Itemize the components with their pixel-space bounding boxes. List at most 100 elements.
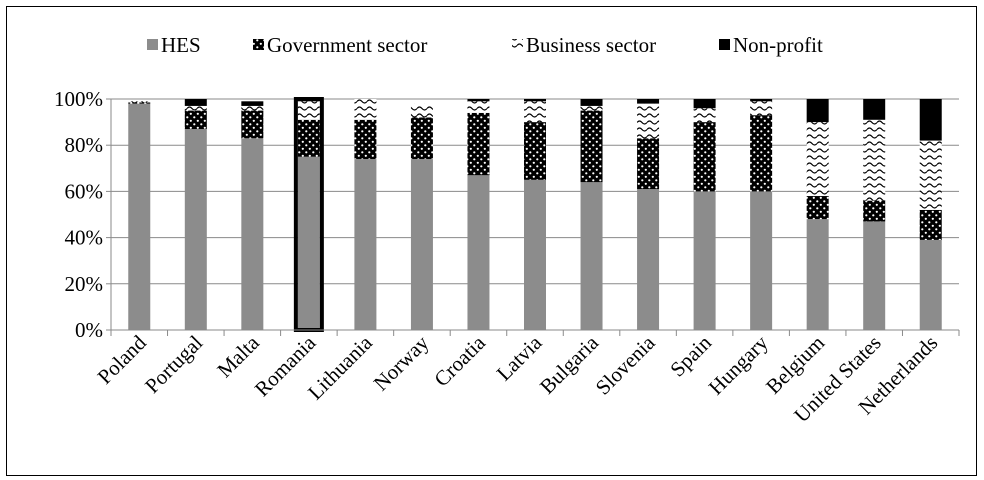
bar-segment-hes <box>693 191 716 330</box>
bar-segment-hes <box>297 156 320 330</box>
bar-segment-government-sector <box>637 138 660 190</box>
bar-segment-non-profit <box>863 99 886 120</box>
x-tick-label-norway: Norway <box>369 330 434 395</box>
bar-segment-hes <box>241 138 264 330</box>
y-tick-label: 60% <box>65 179 104 203</box>
bar-segment-government-sector <box>297 119 320 157</box>
y-tick-label: 100% <box>54 87 103 111</box>
bar-group-belgium <box>806 99 829 330</box>
bar-segment-non-profit <box>184 99 207 106</box>
x-tick-label-portugal: Portugal <box>140 330 207 397</box>
bar-segment-government-sector <box>750 115 773 192</box>
bar-group-slovenia <box>637 99 660 330</box>
bar-segment-business-sector <box>750 101 773 116</box>
x-tick-label-malta: Malta <box>212 330 264 382</box>
bar-group-netherlands <box>919 99 942 330</box>
bar-segment-hes <box>128 103 151 331</box>
bar-segment-government-sector <box>524 122 546 180</box>
bar-segment-non-profit <box>524 99 546 102</box>
y-tick-label: 0% <box>75 318 103 342</box>
bar-segment-hes <box>354 159 377 330</box>
bar-segment-non-profit <box>637 99 660 104</box>
bar-segment-hes <box>637 189 660 330</box>
bar-segment-business-sector <box>241 105 264 111</box>
legend-swatch <box>147 39 158 50</box>
y-tick-label: 40% <box>65 226 104 250</box>
y-tick-label: 20% <box>65 272 104 296</box>
legend: HES Government sector Business sector Non-p… <box>147 33 823 57</box>
x-tick-label-slovenia: Slovenia <box>591 330 660 399</box>
bar-group-bulgaria <box>580 99 603 330</box>
bar-segment-business-sector <box>693 108 716 123</box>
bar-segment-business-sector <box>637 103 660 139</box>
bar-group-portugal <box>184 99 207 330</box>
bar-segment-non-profit <box>241 101 264 106</box>
legend-label: Non-profit <box>733 33 823 57</box>
bar-segment-hes <box>524 179 546 330</box>
x-tick-label-croatia: Croatia <box>429 330 490 391</box>
bar-group-romania <box>293 97 324 332</box>
bar-group-malta <box>241 101 264 330</box>
bar-segment-hes <box>919 239 942 330</box>
bar-segment-government-sector <box>241 110 264 139</box>
axes <box>106 98 960 336</box>
bar-group-lithuania <box>354 99 377 330</box>
bar-segment-government-sector <box>354 119 377 160</box>
bar-segment-business-sector <box>128 101 151 103</box>
legend-swatch <box>253 39 264 50</box>
bar-segment-government-sector <box>128 102 151 104</box>
legend-label: Business sector <box>526 33 656 57</box>
x-tick-label-hungary: Hungary <box>704 330 773 399</box>
bar-segment-business-sector <box>919 140 942 210</box>
x-tick-label-bulgaria: Bulgaria <box>535 330 604 399</box>
legend-label: Government sector <box>267 33 427 57</box>
bar-segment-non-profit <box>580 99 603 106</box>
bars <box>128 97 942 332</box>
legend-item-hes: HES <box>147 33 201 57</box>
bar-group-united-states <box>863 99 886 330</box>
bar-segment-government-sector <box>919 209 942 240</box>
bar-segment-non-profit <box>693 99 716 109</box>
bar-segment-non-profit <box>919 99 942 141</box>
bar-segment-business-sector <box>806 122 829 197</box>
bar-group-latvia <box>524 99 546 330</box>
bar-segment-hes <box>863 221 886 330</box>
legend-swatch <box>719 39 730 50</box>
bar-segment-government-sector <box>580 110 603 183</box>
bar-group-spain <box>693 99 716 330</box>
bar-segment-hes <box>184 129 207 330</box>
y-tick-label: 80% <box>65 133 104 157</box>
legend-item-non-profit: Non-profit <box>719 33 823 57</box>
bar-segment-hes <box>580 182 603 330</box>
x-tick-label-lithuania: Lithuania <box>303 330 377 404</box>
bar-segment-hes <box>467 175 490 330</box>
bar-segment-hes <box>410 159 433 330</box>
bar-segment-hes <box>750 191 773 330</box>
bar-segment-government-sector <box>806 196 829 220</box>
bar-segment-government-sector <box>410 117 433 160</box>
bar-segment-business-sector <box>297 101 320 120</box>
bar-segment-business-sector <box>184 105 207 111</box>
legend-swatch <box>512 39 523 50</box>
bar-group-hungary <box>750 99 773 330</box>
y-axis-tick-labels: 0% 20% 40% 60% 80% 100% <box>54 87 103 342</box>
bar-group-poland <box>128 101 151 331</box>
bar-segment-business-sector <box>524 101 546 123</box>
bar-group-norway <box>410 103 433 330</box>
bar-segment-government-sector <box>467 112 490 176</box>
legend-item-business-sector: Business sector <box>512 33 656 57</box>
bar-segment-business-sector <box>410 103 433 118</box>
legend-label: HES <box>161 33 201 57</box>
bar-segment-non-profit <box>750 99 773 102</box>
legend-item-government-sector: Government sector <box>253 33 427 57</box>
chart-frame: HES Government sector Business sector Non-p… <box>6 6 977 476</box>
bar-segment-non-profit <box>467 99 490 102</box>
bar-segment-business-sector <box>467 101 490 113</box>
stacked-bar-chart: HES Government sector Business sector Non-p… <box>54 33 960 427</box>
bar-segment-government-sector <box>863 200 886 222</box>
bar-segment-government-sector <box>184 110 207 130</box>
bar-segment-business-sector <box>580 105 603 111</box>
x-tick-label-spain: Spain <box>665 330 716 381</box>
bar-segment-non-profit <box>806 99 829 123</box>
